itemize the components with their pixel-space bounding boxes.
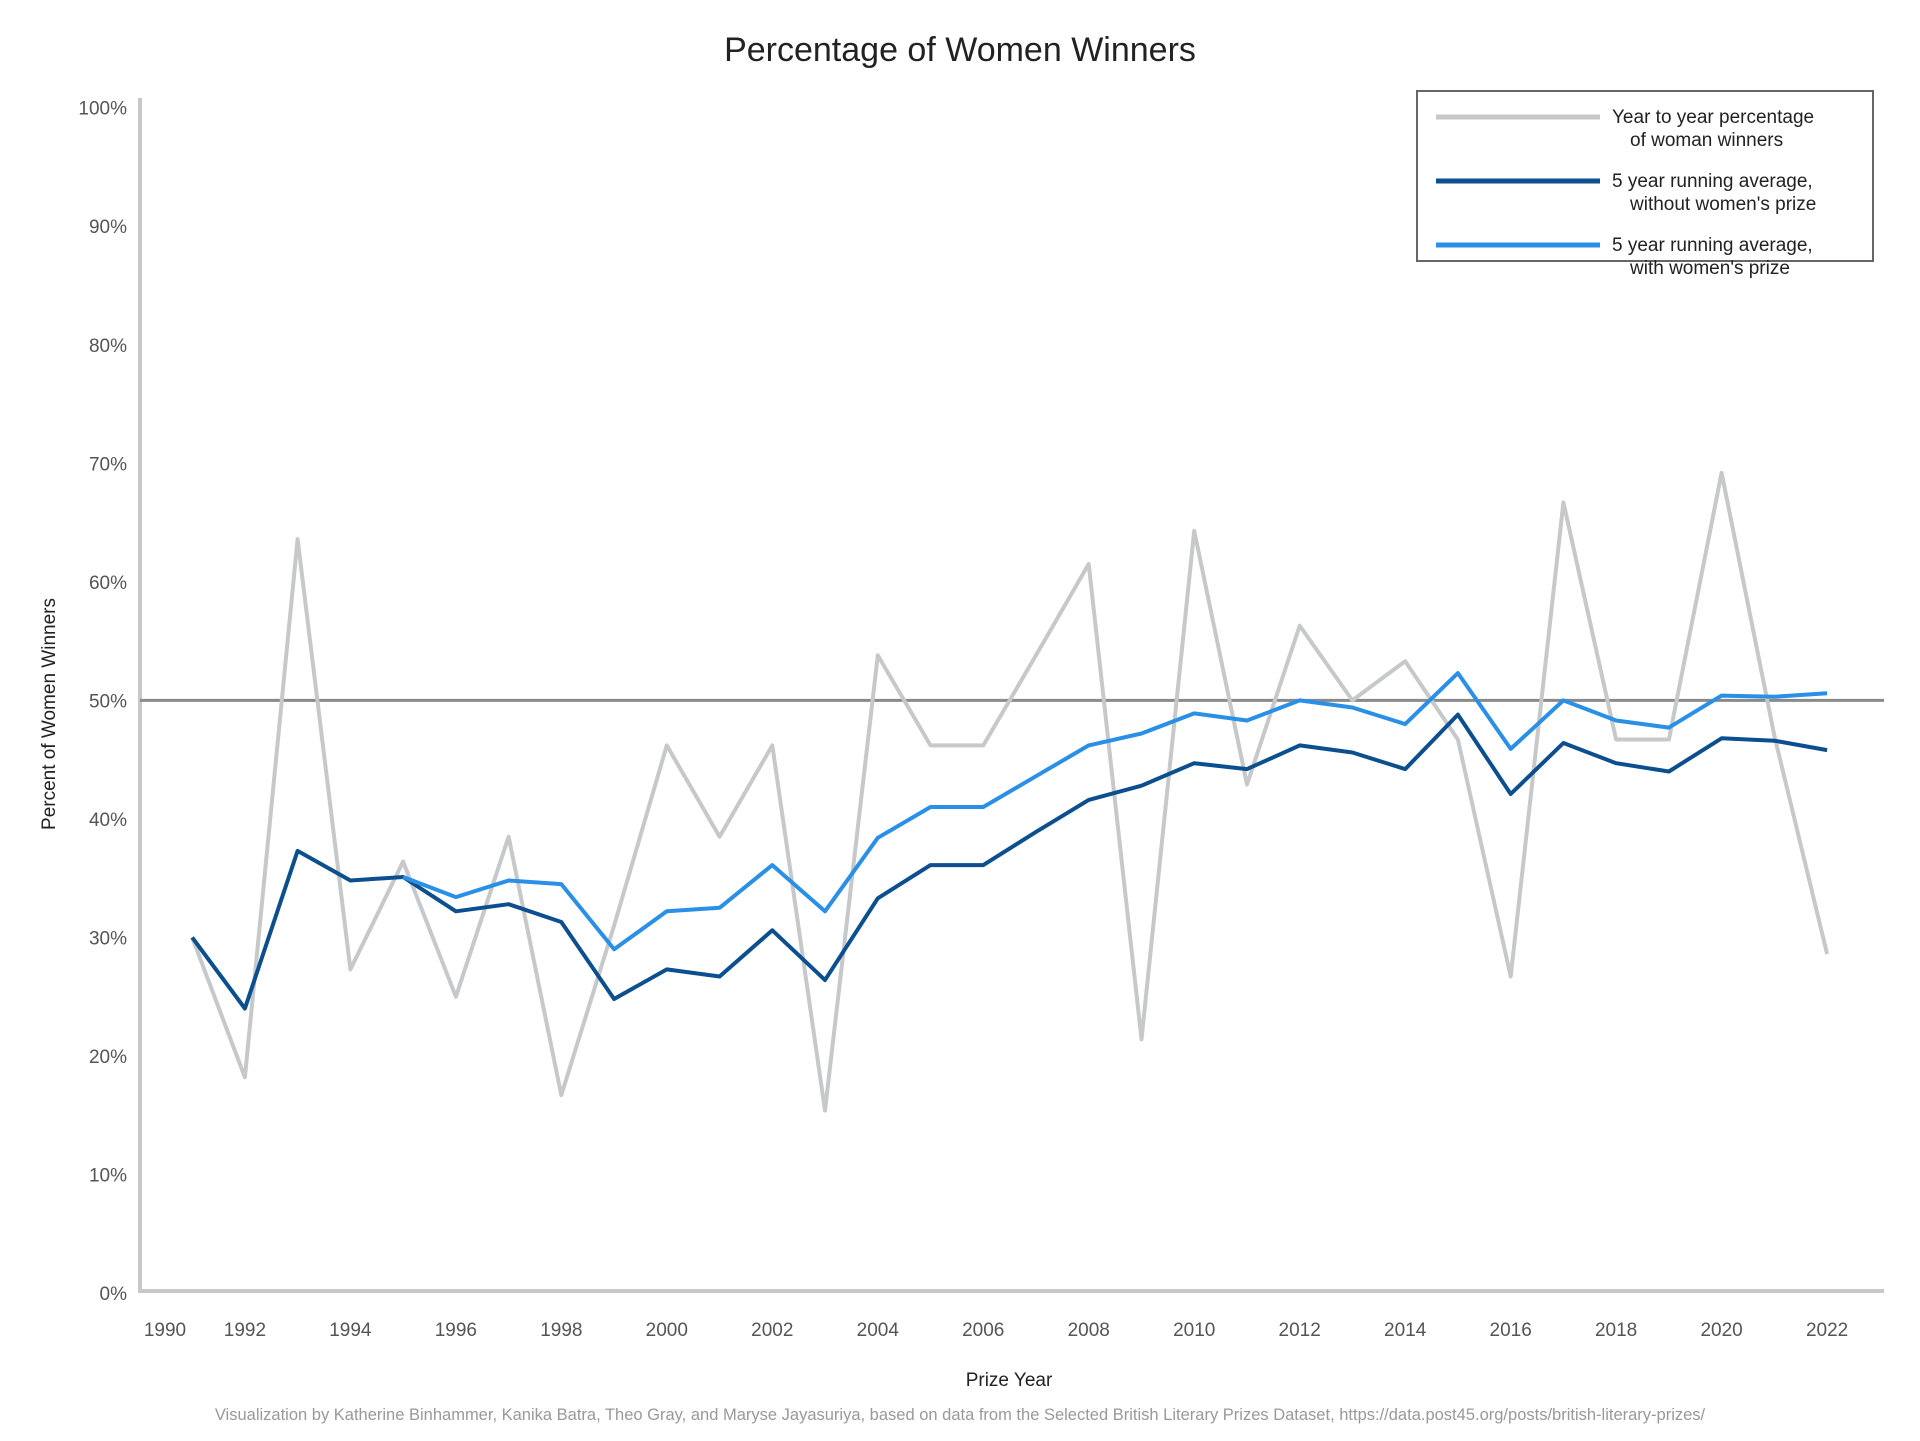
y-tick-label: 0% [100, 1284, 128, 1305]
legend-label: 5 year running average, [1612, 235, 1813, 256]
chart-title: Percentage of Women Winners [724, 31, 1196, 69]
y-tick-label: 20% [89, 1047, 127, 1068]
series-group [190, 470, 1830, 1113]
y-tick-label: 40% [89, 810, 127, 831]
legend-label: Year to year percentage [1612, 107, 1814, 128]
x-tick-label: 2008 [1068, 1320, 1110, 1341]
x-tick-label: 2022 [1806, 1320, 1848, 1341]
y-axis-label: Percent of Women Winners [39, 598, 60, 830]
x-tick-label: 2014 [1384, 1320, 1427, 1341]
x-tick-label: 1990 [144, 1320, 186, 1341]
series-line-2 [402, 671, 1828, 952]
x-tick-label: 2016 [1490, 1320, 1532, 1341]
y-tick-label: 80% [89, 336, 127, 357]
x-tick-label: 1996 [435, 1320, 477, 1341]
x-tick-label: 2012 [1279, 1320, 1321, 1341]
legend-label: 5 year running average, [1612, 171, 1813, 192]
x-tick-label: 2004 [857, 1320, 900, 1341]
y-axis-ticks: 0% 10% 20% 30% 40% 50% 60% 70% 80% 90% 100% [78, 99, 127, 1305]
y-tick-label: 70% [89, 454, 127, 475]
x-tick-label: 1994 [329, 1320, 372, 1341]
y-tick-label: 50% [89, 691, 127, 712]
x-tick-label: 2000 [646, 1320, 688, 1341]
x-tick-label: 2006 [962, 1320, 1004, 1341]
series-line-0 [190, 470, 1830, 1113]
legend-label: of woman winners [1630, 130, 1783, 151]
y-tick-label: 90% [89, 217, 127, 238]
x-tick-label: 2018 [1595, 1320, 1637, 1341]
x-tick-label: 1992 [224, 1320, 266, 1341]
x-tick-label: 1998 [540, 1320, 582, 1341]
x-axis-label: Prize Year [966, 1370, 1053, 1391]
y-tick-label: 100% [78, 99, 127, 120]
y-tick-label: 30% [89, 928, 127, 949]
legend-label: with women's prize [1629, 258, 1790, 279]
x-tick-label: 2010 [1173, 1320, 1215, 1341]
x-tick-label: 2002 [751, 1320, 793, 1341]
series-line-1 [190, 712, 1828, 1011]
y-tick-label: 60% [89, 573, 127, 594]
x-tick-label: 2020 [1700, 1320, 1742, 1341]
footer-credit: Visualization by Katherine Binhammer, Ka… [215, 1406, 1706, 1424]
x-axis-ticks: 1990 1992 1994 1996 1998 2000 2002 2004 2006 2008… [144, 1320, 1848, 1341]
y-tick-label: 10% [89, 1165, 127, 1186]
legend-label: without women's prize [1629, 194, 1816, 215]
